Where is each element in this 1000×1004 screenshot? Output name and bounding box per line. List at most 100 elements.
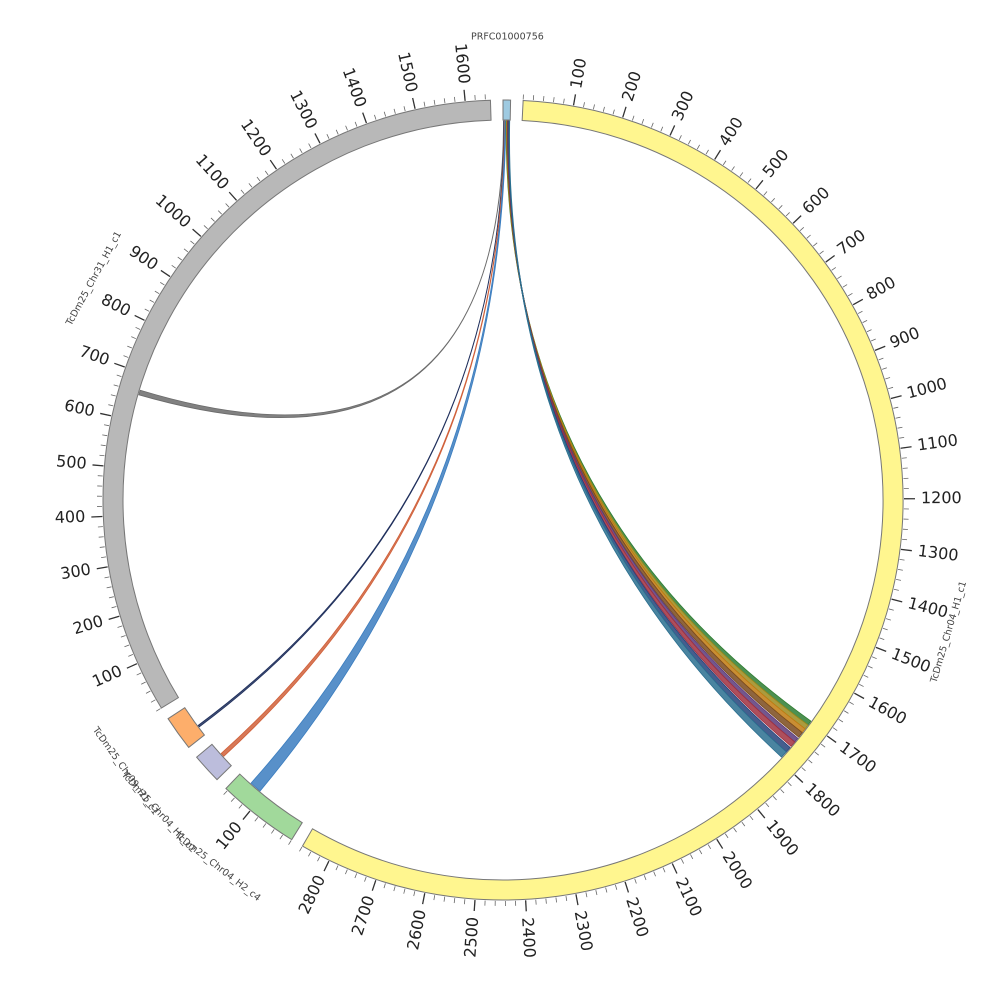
major-tick <box>193 229 201 236</box>
tick-label: 1100 <box>916 430 959 454</box>
minor-tick <box>282 159 285 163</box>
minor-tick <box>859 684 863 686</box>
minor-tick <box>661 127 663 132</box>
minor-tick <box>615 885 616 890</box>
link <box>509 121 790 752</box>
minor-tick <box>241 190 244 194</box>
tick-label: 2800 <box>294 872 329 917</box>
minor-tick <box>833 728 837 731</box>
minor-tick <box>151 700 155 702</box>
minor-tick <box>807 235 811 238</box>
minor-tick <box>871 339 876 341</box>
minor-tick <box>813 243 817 246</box>
minor-tick <box>699 850 701 854</box>
tick-label: 200 <box>618 69 645 104</box>
minor-tick <box>136 327 141 329</box>
major-tick <box>892 599 903 602</box>
major-tick <box>625 882 628 892</box>
minor-tick <box>632 116 634 121</box>
minor-tick <box>837 276 841 279</box>
minor-tick <box>231 798 234 802</box>
minor-tick <box>117 375 122 377</box>
major-tick <box>114 363 124 367</box>
minor-tick <box>218 211 222 215</box>
major-tick <box>576 894 578 905</box>
minor-tick <box>708 845 711 849</box>
minor-tick <box>300 149 303 153</box>
tick-label: 100 <box>566 57 590 90</box>
minor-tick <box>224 791 227 795</box>
minor-tick <box>336 865 338 870</box>
minor-tick <box>160 282 164 285</box>
minor-tick <box>679 135 681 139</box>
tick-label: 100 <box>89 661 125 691</box>
minor-tick <box>317 857 319 861</box>
major-tick <box>97 567 108 569</box>
major-tick <box>315 133 320 143</box>
minor-tick <box>444 897 445 902</box>
tick-label: 300 <box>59 559 92 583</box>
tick-label: 600 <box>63 395 97 420</box>
major-tick <box>161 270 170 276</box>
tick-label: 1900 <box>762 816 803 860</box>
major-tick <box>795 775 803 783</box>
minor-tick <box>706 150 709 154</box>
minor-tick <box>566 896 567 901</box>
minor-tick <box>104 425 109 426</box>
tick-label: 2700 <box>348 893 379 938</box>
minor-tick <box>124 645 129 647</box>
minor-tick <box>271 829 274 833</box>
minor-tick <box>896 417 901 418</box>
minor-tick <box>102 435 107 436</box>
minor-tick <box>742 822 745 826</box>
minor-tick <box>644 875 646 880</box>
minor-tick <box>404 889 405 894</box>
minor-tick <box>888 387 893 388</box>
tick-label: 2200 <box>622 895 652 940</box>
tick-label: 1800 <box>801 779 844 821</box>
minor-tick <box>885 377 890 379</box>
minor-tick <box>786 212 790 216</box>
minor-tick <box>800 227 804 230</box>
minor-tick <box>394 886 395 891</box>
tick-label: 600 <box>798 183 833 218</box>
minor-tick <box>257 177 260 181</box>
minor-tick <box>688 140 690 144</box>
major-tick <box>109 616 120 619</box>
minor-tick <box>596 890 597 895</box>
tick-label: 1600 <box>865 692 910 728</box>
minor-tick <box>781 789 784 793</box>
minor-tick <box>788 782 792 786</box>
minor-tick <box>867 330 872 332</box>
minor-tick <box>114 385 119 386</box>
major-tick <box>623 107 626 117</box>
segment <box>103 100 491 708</box>
minor-tick <box>121 635 126 637</box>
minor-tick <box>184 249 188 252</box>
major-tick <box>92 465 103 466</box>
minor-tick <box>345 870 347 875</box>
major-tick <box>526 900 527 911</box>
minor-tick <box>748 179 751 183</box>
minor-tick <box>750 816 753 820</box>
minor-tick <box>832 267 836 270</box>
minor-tick <box>99 455 104 456</box>
minor-tick <box>112 606 117 607</box>
minor-tick <box>239 805 242 809</box>
link <box>221 121 505 756</box>
minor-tick <box>109 597 114 598</box>
minor-tick <box>204 225 208 228</box>
minor-tick <box>820 251 824 254</box>
minor-tick <box>543 96 544 101</box>
minor-tick <box>444 98 445 103</box>
tick-label: 1300 <box>286 87 321 132</box>
minor-tick <box>355 873 357 878</box>
major-tick <box>715 150 721 159</box>
tick-label: 1400 <box>339 65 371 110</box>
minor-tick <box>404 106 405 111</box>
minor-tick <box>146 691 150 693</box>
minor-tick <box>779 205 782 209</box>
minor-tick <box>309 144 311 148</box>
major-tick <box>243 811 250 820</box>
